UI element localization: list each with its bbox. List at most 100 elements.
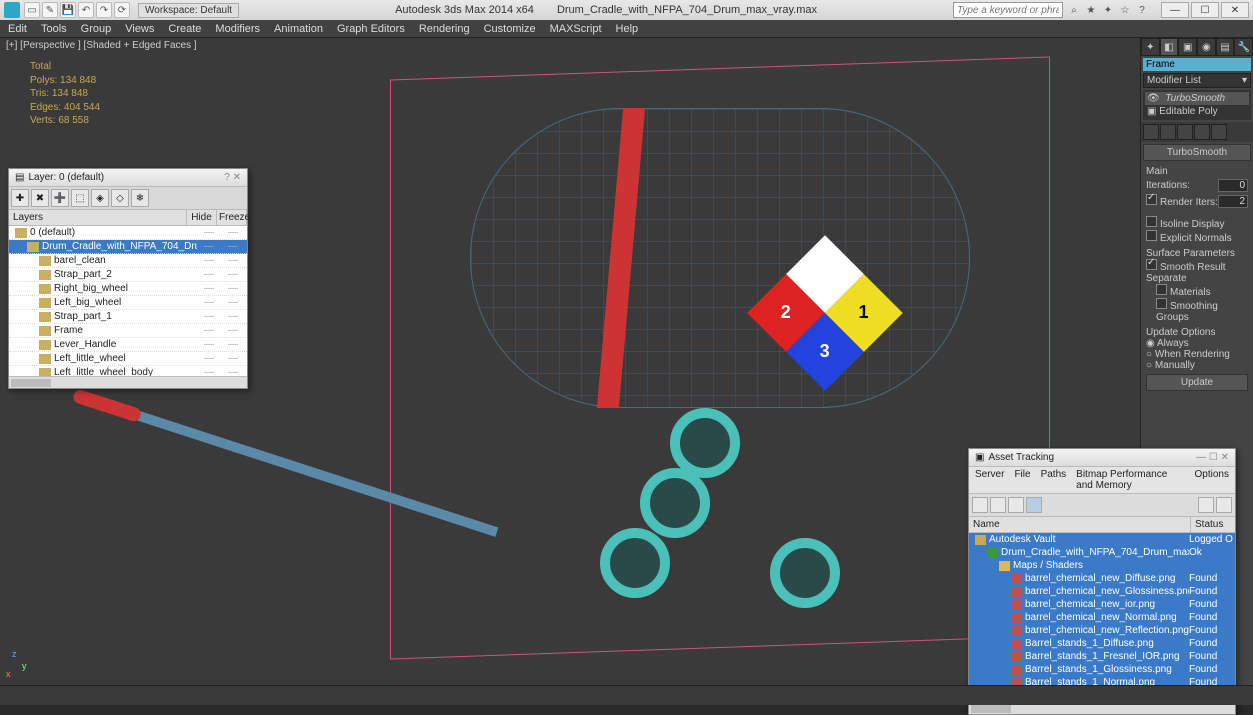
layer-hide-toggle[interactable]: — <box>197 297 221 308</box>
manually-label[interactable]: Manually <box>1155 360 1195 371</box>
modifier-list-dropdown[interactable]: Modifier List▾ <box>1143 73 1251 88</box>
infocenter-icon[interactable]: ⌕ <box>1067 3 1081 17</box>
layer-freeze-icon[interactable]: ❄ <box>131 189 149 207</box>
asset-list[interactable]: Autodesk VaultLogged ODrum_Cradle_with_N… <box>969 533 1235 702</box>
menu-graph-editors[interactable]: Graph Editors <box>337 23 405 35</box>
asset-close-button[interactable]: ✕ <box>1221 452 1229 463</box>
qat-save-icon[interactable]: 💾 <box>60 2 76 18</box>
object-name-field[interactable]: Frame <box>1143 58 1251 71</box>
qat-undo-icon[interactable]: ↶ <box>78 2 94 18</box>
layer-col-freeze[interactable]: Freeze <box>217 210 247 225</box>
layer-row[interactable]: Left_big_wheel—— <box>9 296 247 310</box>
asset-row[interactable]: barrel_chemical_new_Reflection.pngFound <box>969 624 1235 637</box>
layer-dialog-titlebar[interactable]: ▤Layer: 0 (default) ? ✕ <box>9 169 247 187</box>
asset-help-icon[interactable] <box>1216 497 1232 513</box>
asset-minimize-button[interactable]: — <box>1196 452 1206 463</box>
hierarchy-tab-icon[interactable]: ▣ <box>1178 38 1197 56</box>
asset-row[interactable]: Barrel_stands_1_Diffuse.pngFound <box>969 637 1235 650</box>
layer-freeze-toggle[interactable]: — <box>221 339 245 350</box>
maximize-button[interactable]: ☐ <box>1191 2 1219 18</box>
menu-maxscript[interactable]: MAXScript <box>550 23 602 35</box>
layer-row[interactable]: Right_big_wheel—— <box>9 282 247 296</box>
pin-stack-icon[interactable] <box>1143 124 1159 140</box>
asset-col-name[interactable]: Name <box>969 517 1191 532</box>
layer-row[interactable]: 0 (default)—— <box>9 226 247 240</box>
layer-freeze-toggle[interactable]: — <box>221 241 245 252</box>
utilities-tab-icon[interactable]: 🔧 <box>1234 38 1253 56</box>
menu-animation[interactable]: Animation <box>274 23 323 35</box>
asset-refresh-icon[interactable] <box>972 497 988 513</box>
workspace-selector[interactable]: Workspace: Default <box>138 3 239 18</box>
iterations-spinner[interactable]: 0 <box>1218 179 1248 192</box>
layer-row[interactable]: barel_clean—— <box>9 254 247 268</box>
layer-freeze-toggle[interactable]: — <box>221 367 245 376</box>
layer-row[interactable]: Strap_part_2—— <box>9 268 247 282</box>
asset-row[interactable]: Maps / Shaders <box>969 559 1235 572</box>
menu-modifiers[interactable]: Modifiers <box>215 23 260 35</box>
layer-row[interactable]: Drum_Cradle_with_NFPA_704_Drum—— <box>9 240 247 254</box>
smooth-result-checkbox[interactable] <box>1146 259 1157 270</box>
layer-row[interactable]: Left_little_wheel—— <box>9 352 247 366</box>
modifier-stack[interactable]: 👁 TurboSmooth ▣ Editable Poly <box>1143 90 1251 120</box>
menu-rendering[interactable]: Rendering <box>419 23 470 35</box>
exchange-icon[interactable]: ✦ <box>1101 3 1115 17</box>
layer-col-hide[interactable]: Hide <box>187 210 217 225</box>
motion-tab-icon[interactable]: ◉ <box>1197 38 1216 56</box>
layer-row[interactable]: Frame—— <box>9 324 247 338</box>
layer-freeze-toggle[interactable]: — <box>221 297 245 308</box>
asset-menu-file[interactable]: File <box>1014 469 1030 491</box>
search-input[interactable] <box>953 2 1063 18</box>
help-icon[interactable]: ? <box>1135 3 1149 17</box>
layer-row[interactable]: Left_little_wheel_body—— <box>9 366 247 376</box>
layer-hide-toggle[interactable]: — <box>197 227 221 238</box>
layer-row[interactable]: Lever_Handle—— <box>9 338 247 352</box>
layer-select-icon[interactable]: ⬚ <box>71 189 89 207</box>
layer-row[interactable]: Strap_part_1—— <box>9 310 247 324</box>
viewport-label[interactable]: [+] [Perspective ] [Shaded + Edged Faces… <box>6 40 197 51</box>
layer-hide-toggle[interactable]: — <box>197 325 221 336</box>
layer-hide-toggle[interactable]: — <box>197 255 221 266</box>
asset-menu-paths[interactable]: Paths <box>1041 469 1067 491</box>
layer-hide-toggle[interactable]: — <box>197 283 221 294</box>
layer-hide-toggle[interactable]: — <box>197 339 221 350</box>
asset-dialog-titlebar[interactable]: ▣Asset Tracking — ☐ ✕ <box>969 449 1235 467</box>
materials-checkbox[interactable] <box>1156 284 1167 295</box>
asset-row[interactable]: barrel_chemical_new_Diffuse.pngFound <box>969 572 1235 585</box>
layer-hide-toggle[interactable]: — <box>197 241 221 252</box>
asset-row[interactable]: Barrel_stands_1_Glossiness.pngFound <box>969 663 1235 676</box>
minimize-button[interactable]: — <box>1161 2 1189 18</box>
update-button[interactable]: Update <box>1146 374 1248 391</box>
asset-menu-bitmap-performance-and-memory[interactable]: Bitmap Performance and Memory <box>1076 469 1184 491</box>
layer-hide-toggle[interactable]: — <box>197 353 221 364</box>
modifier-editable-poly[interactable]: ▣ Editable Poly <box>1145 105 1249 118</box>
asset-row[interactable]: barrel_chemical_new_Normal.pngFound <box>969 611 1235 624</box>
layer-scrollbar[interactable] <box>9 376 247 388</box>
asset-row[interactable]: Autodesk VaultLogged O <box>969 533 1235 546</box>
menu-edit[interactable]: Edit <box>8 23 27 35</box>
asset-col-status[interactable]: Status <box>1191 517 1235 532</box>
close-button[interactable]: ✕ <box>1221 2 1249 18</box>
qat-new-icon[interactable]: ▭ <box>24 2 40 18</box>
asset-tree-icon[interactable] <box>990 497 1006 513</box>
modify-tab-icon[interactable]: ◧ <box>1160 38 1179 56</box>
layer-freeze-toggle[interactable]: — <box>221 227 245 238</box>
layer-highlight-icon[interactable]: ◈ <box>91 189 109 207</box>
layer-hide-toggle[interactable]: — <box>197 311 221 322</box>
menu-help[interactable]: Help <box>616 23 639 35</box>
layer-freeze-toggle[interactable]: — <box>221 311 245 322</box>
asset-opts-icon[interactable] <box>1198 497 1214 513</box>
asset-table-icon[interactable] <box>1026 497 1042 513</box>
asset-row[interactable]: Barrel_stands_1_Fresnel_IOR.pngFound <box>969 650 1235 663</box>
always-label[interactable]: Always <box>1157 338 1189 349</box>
layer-freeze-toggle[interactable]: — <box>221 353 245 364</box>
rollout-header[interactable]: TurboSmooth <box>1143 144 1251 161</box>
remove-modifier-icon[interactable] <box>1194 124 1210 140</box>
show-end-result-icon[interactable] <box>1160 124 1176 140</box>
asset-tracking-dialog[interactable]: ▣Asset Tracking — ☐ ✕ ServerFilePathsBit… <box>968 448 1236 715</box>
layer-dialog[interactable]: ▤Layer: 0 (default) ? ✕ ✚ ✖ ➕ ⬚ ◈ ◇ ❄ La… <box>8 168 248 389</box>
layer-add-sel-icon[interactable]: ➕ <box>51 189 69 207</box>
smgroups-checkbox[interactable] <box>1156 298 1167 309</box>
layer-close-button[interactable]: ✕ <box>233 172 241 183</box>
menu-group[interactable]: Group <box>81 23 112 35</box>
menu-create[interactable]: Create <box>168 23 201 35</box>
